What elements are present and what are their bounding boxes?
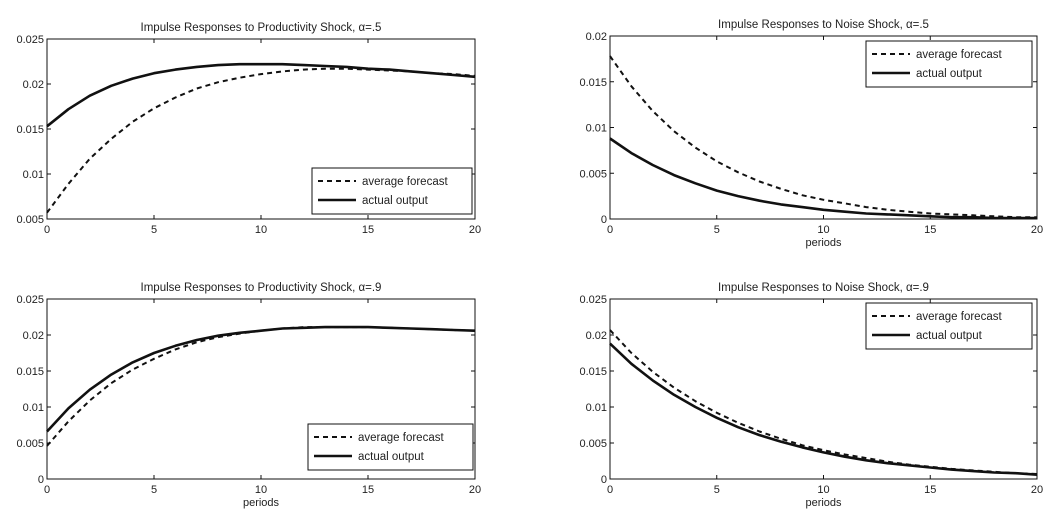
x-tick-label: 0 bbox=[607, 484, 613, 496]
y-tick-label: 0.02 bbox=[23, 79, 44, 91]
x-tick-label: 10 bbox=[817, 484, 829, 496]
chart-title: Impulse Responses to Productivity Shock,… bbox=[141, 282, 382, 294]
legend-box bbox=[307, 423, 474, 471]
x-tick-label: 20 bbox=[1031, 484, 1043, 496]
panel-productivity-alpha-09: Impulse Responses to Productivity Shock,… bbox=[16, 282, 481, 509]
x-axis-label: periods bbox=[243, 497, 280, 509]
x-tick-label: 0 bbox=[607, 224, 613, 236]
x-tick-label: 10 bbox=[817, 224, 829, 236]
y-tick-label: 0.015 bbox=[16, 124, 44, 136]
series-line-average-forecast bbox=[609, 329, 1038, 475]
x-tick-label: 5 bbox=[714, 224, 720, 236]
x-tick-label: 15 bbox=[362, 484, 374, 496]
y-tick-label: 0.02 bbox=[586, 330, 607, 342]
y-tick-label: 0.005 bbox=[16, 438, 44, 450]
series-line-actual-output bbox=[609, 137, 1037, 220]
y-tick-label: 0.005 bbox=[16, 214, 44, 226]
y-tick-label: 0.025 bbox=[16, 294, 44, 306]
y-tick-label: 0.02 bbox=[23, 330, 44, 342]
legend-box bbox=[865, 302, 1033, 350]
y-tick-label: 0 bbox=[38, 474, 44, 486]
x-tick-label: 10 bbox=[255, 484, 267, 496]
x-tick-label: 0 bbox=[44, 484, 50, 496]
y-tick-label: 0 bbox=[601, 214, 607, 226]
x-tick-label: 5 bbox=[151, 224, 157, 236]
series-line-average-forecast bbox=[609, 55, 1037, 219]
x-tick-label: 15 bbox=[924, 484, 936, 496]
x-tick-label: 0 bbox=[44, 224, 50, 236]
legend-label: actual output bbox=[916, 330, 983, 342]
y-tick-label: 0.01 bbox=[586, 123, 607, 135]
series-line-actual-output bbox=[609, 342, 1038, 476]
chart-title: Impulse Responses to Productivity Shock,… bbox=[141, 22, 382, 34]
y-tick-label: 0.025 bbox=[579, 294, 607, 306]
panel-noise-alpha-09: Impulse Responses to Noise Shock, α=.9 0 5… bbox=[579, 282, 1043, 509]
legend-label: actual output bbox=[362, 195, 429, 207]
x-tick-label: 15 bbox=[362, 224, 374, 236]
x-tick-label: 5 bbox=[714, 484, 720, 496]
x-tick-label: 15 bbox=[924, 224, 936, 236]
panel-productivity-alpha-05: Impulse Responses to Productivity Shock,… bbox=[16, 22, 481, 236]
legend-label: average forecast bbox=[916, 311, 1002, 323]
y-tick-label: 0.01 bbox=[586, 402, 607, 414]
y-tick-label: 0.015 bbox=[16, 366, 44, 378]
panel-noise-alpha-05: Impulse Responses to Noise Shock, α=.5 0 5… bbox=[579, 19, 1043, 249]
y-tick-label: 0.02 bbox=[586, 31, 607, 43]
legend-label: actual output bbox=[358, 451, 425, 463]
x-tick-label: 5 bbox=[151, 484, 157, 496]
legend-label: actual output bbox=[916, 68, 983, 80]
x-tick-label: 20 bbox=[1031, 224, 1043, 236]
chart-title: Impulse Responses to Noise Shock, α=.5 bbox=[718, 19, 929, 31]
x-tick-label: 20 bbox=[469, 484, 481, 496]
x-axis-label: periods bbox=[805, 237, 842, 249]
y-tick-label: 0.005 bbox=[579, 168, 607, 180]
y-tick-label: 0.015 bbox=[579, 77, 607, 89]
legend-label: average forecast bbox=[358, 432, 444, 444]
x-axis-label: periods bbox=[805, 497, 842, 509]
chart-title: Impulse Responses to Noise Shock, α=.9 bbox=[718, 282, 929, 294]
y-tick-label: 0.01 bbox=[23, 169, 44, 181]
x-tick-label: 20 bbox=[469, 224, 481, 236]
legend-label: average forecast bbox=[916, 49, 1002, 61]
y-tick-label: 0.01 bbox=[23, 402, 44, 414]
legend-box bbox=[311, 167, 473, 215]
legend-box bbox=[865, 40, 1033, 88]
y-tick-label: 0.015 bbox=[579, 366, 607, 378]
y-tick-label: 0.025 bbox=[16, 34, 44, 46]
legend-label: average forecast bbox=[362, 176, 448, 188]
y-tick-label: 0.005 bbox=[579, 438, 607, 450]
series-line-actual-output bbox=[46, 325, 476, 433]
series-line-actual-output bbox=[46, 62, 476, 128]
x-tick-label: 10 bbox=[255, 224, 267, 236]
y-tick-label: 0 bbox=[601, 474, 607, 486]
